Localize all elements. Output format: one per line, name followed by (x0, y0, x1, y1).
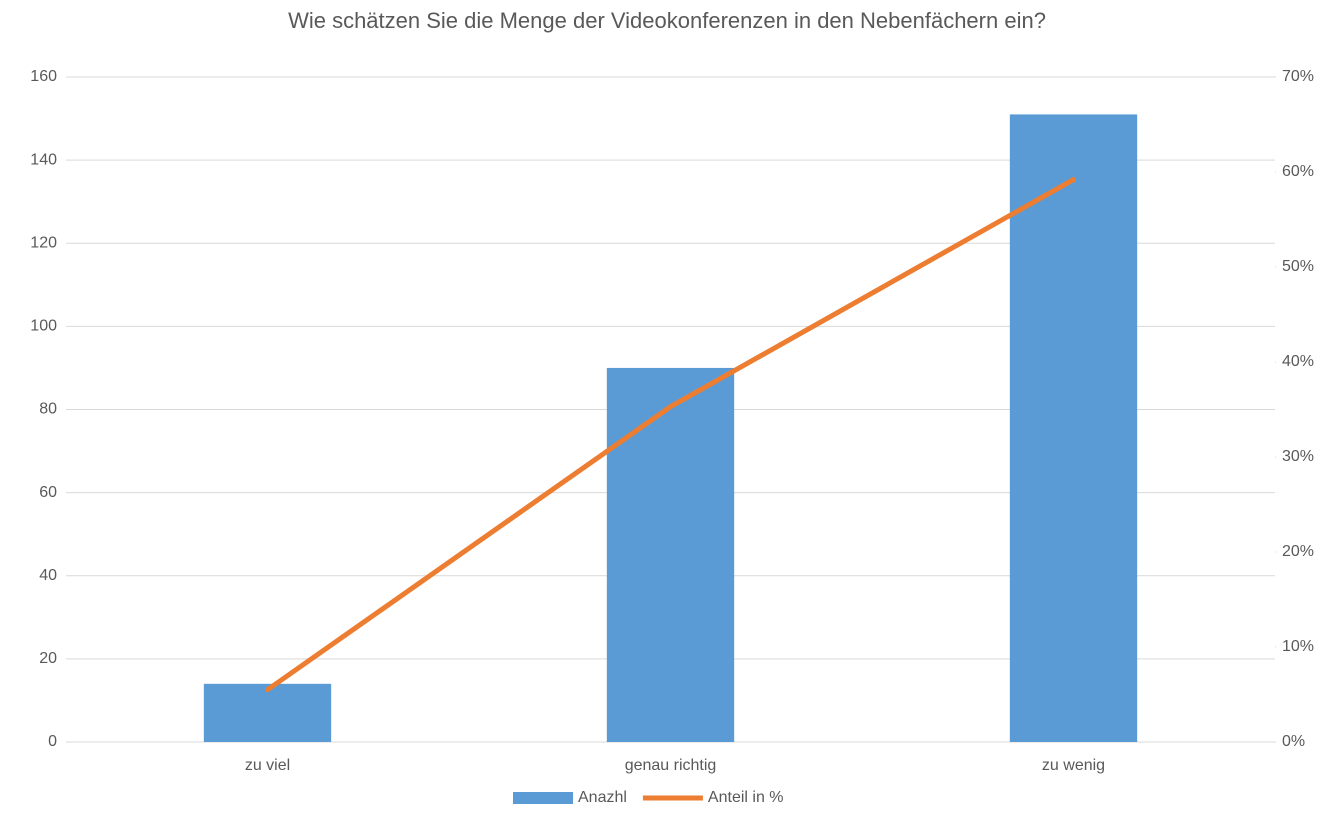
y-tick-label: 60 (39, 484, 57, 501)
y2-tick-label: 50% (1282, 258, 1314, 275)
y-tick-label: 20 (39, 650, 57, 667)
x-tick-label: zu wenig (1042, 757, 1105, 774)
x-tick-label: genau richtig (625, 757, 717, 774)
y2-tick-label: 10% (1282, 638, 1314, 655)
bar (606, 367, 735, 742)
y-tick-label: 80 (39, 401, 57, 418)
y-tick-label: 0 (48, 733, 57, 750)
y2-tick-label: 30% (1282, 448, 1314, 465)
y-tick-label: 140 (30, 151, 57, 168)
bar (1009, 114, 1138, 742)
legend-label: Anazhl (578, 789, 627, 806)
y2-tick-label: 60% (1282, 163, 1314, 180)
bar (203, 683, 332, 742)
x-tick-label: zu viel (245, 757, 290, 774)
y-tick-label: 100 (30, 318, 57, 335)
y2-tick-label: 20% (1282, 543, 1314, 560)
y-tick-label: 120 (30, 234, 57, 251)
line (265, 177, 1076, 693)
legend-swatch (513, 792, 573, 804)
y-tick-label: 40 (39, 567, 57, 584)
y2-tick-label: 70% (1282, 68, 1314, 85)
legend-label: Anteil in % (708, 789, 784, 806)
chart-title: Wie schätzen Sie die Menge der Videokonf… (288, 8, 1046, 33)
y2-tick-label: 40% (1282, 353, 1314, 370)
y-tick-label: 160 (30, 68, 57, 85)
y2-tick-label: 0% (1282, 733, 1305, 750)
